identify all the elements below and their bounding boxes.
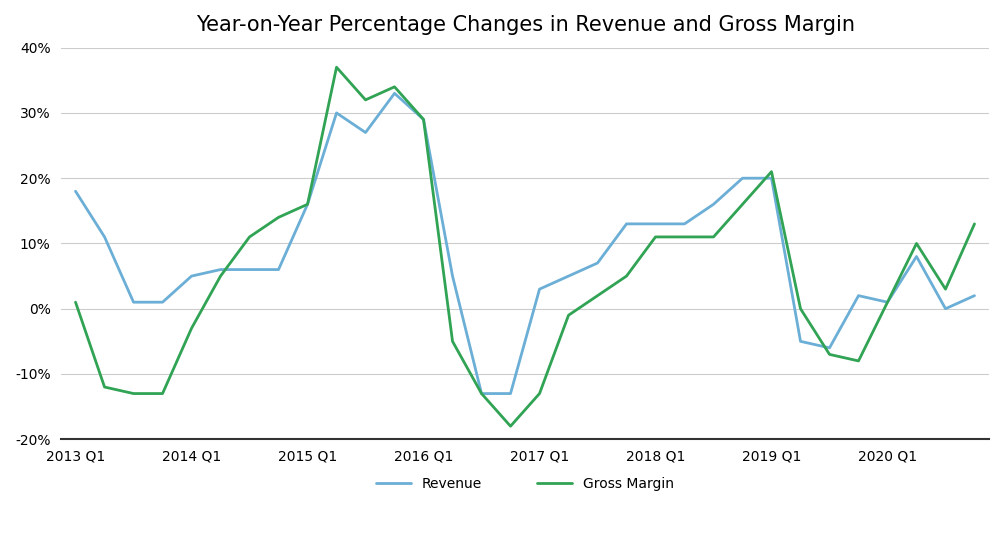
Revenue xyxy=(591,260,603,266)
Revenue xyxy=(98,234,110,240)
Revenue xyxy=(272,266,284,273)
Gross Margin xyxy=(736,201,748,207)
Revenue xyxy=(244,266,256,273)
Gross Margin xyxy=(910,240,922,247)
Line: Gross Margin: Gross Margin xyxy=(75,67,974,426)
Gross Margin xyxy=(301,201,313,207)
Gross Margin xyxy=(793,306,805,312)
Gross Margin xyxy=(649,234,661,240)
Revenue xyxy=(968,293,980,299)
Revenue xyxy=(301,201,313,207)
Gross Margin xyxy=(678,234,690,240)
Revenue xyxy=(533,286,545,292)
Revenue xyxy=(852,293,864,299)
Revenue xyxy=(939,306,951,312)
Gross Margin xyxy=(968,221,980,227)
Revenue xyxy=(562,273,574,279)
Revenue xyxy=(417,116,429,123)
Revenue xyxy=(388,90,400,96)
Gross Margin xyxy=(533,390,545,397)
Gross Margin xyxy=(156,390,169,397)
Revenue xyxy=(793,338,805,345)
Revenue xyxy=(910,254,922,260)
Gross Margin xyxy=(939,286,951,292)
Gross Margin xyxy=(881,299,893,306)
Gross Margin xyxy=(69,299,81,306)
Gross Margin xyxy=(98,384,110,390)
Revenue xyxy=(330,110,342,116)
Revenue xyxy=(881,299,893,306)
Revenue xyxy=(822,345,834,351)
Revenue xyxy=(707,201,719,207)
Title: Year-on-Year Percentage Changes in Revenue and Gross Margin: Year-on-Year Percentage Changes in Reven… xyxy=(196,15,854,35)
Revenue xyxy=(156,299,169,306)
Revenue xyxy=(764,175,776,181)
Revenue xyxy=(649,221,661,227)
Revenue xyxy=(678,221,690,227)
Gross Margin xyxy=(330,64,342,70)
Revenue xyxy=(446,273,458,279)
Revenue xyxy=(620,221,632,227)
Revenue xyxy=(504,390,516,397)
Legend: Revenue, Gross Margin: Revenue, Gross Margin xyxy=(375,477,674,491)
Gross Margin xyxy=(475,390,487,397)
Line: Revenue: Revenue xyxy=(75,93,974,393)
Revenue xyxy=(127,299,139,306)
Gross Margin xyxy=(388,84,400,90)
Revenue xyxy=(69,188,81,195)
Gross Margin xyxy=(822,351,834,358)
Gross Margin xyxy=(446,338,458,345)
Gross Margin xyxy=(504,423,516,429)
Gross Margin xyxy=(417,116,429,123)
Gross Margin xyxy=(186,325,198,331)
Gross Margin xyxy=(244,234,256,240)
Gross Margin xyxy=(591,293,603,299)
Gross Margin xyxy=(359,96,371,103)
Gross Margin xyxy=(272,214,284,220)
Revenue xyxy=(215,266,227,273)
Gross Margin xyxy=(215,273,227,279)
Gross Margin xyxy=(620,273,632,279)
Gross Margin xyxy=(707,234,719,240)
Gross Margin xyxy=(764,168,776,175)
Revenue xyxy=(359,129,371,136)
Gross Margin xyxy=(127,390,139,397)
Gross Margin xyxy=(562,312,574,318)
Gross Margin xyxy=(852,358,864,364)
Revenue xyxy=(736,175,748,181)
Revenue xyxy=(186,273,198,279)
Revenue xyxy=(475,390,487,397)
